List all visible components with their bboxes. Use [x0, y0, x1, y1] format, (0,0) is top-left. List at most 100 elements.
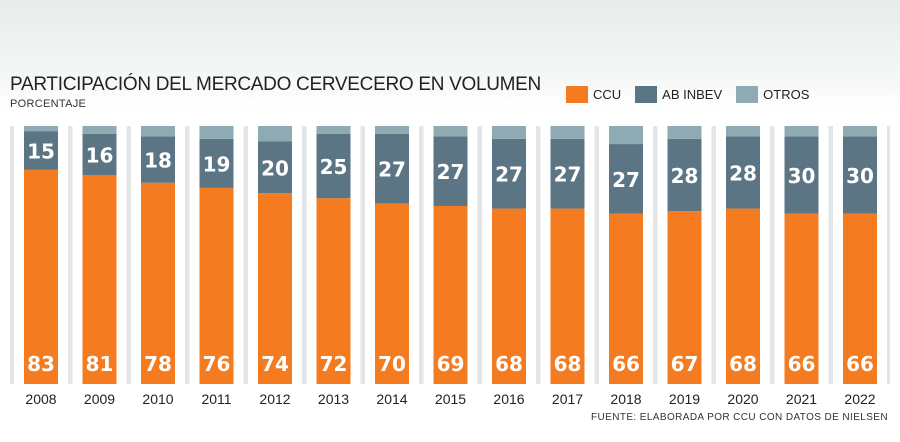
bar-ab-inbev — [199, 138, 234, 188]
data-label-ab-inbev: 15 — [27, 140, 55, 164]
bar-ccu — [726, 208, 760, 384]
data-label-ccu: 69 — [437, 352, 465, 376]
data-label-ab-inbev: 25 — [320, 155, 348, 179]
data-label-ab-inbev: 30 — [788, 164, 816, 188]
bar-ccu — [784, 213, 819, 384]
legend-item-ab-inbev: AB INBEV — [635, 86, 722, 103]
data-label-ab-inbev: 27 — [554, 163, 582, 187]
bar-ab-inbev — [258, 141, 292, 194]
bar-ab-inbev — [492, 138, 526, 209]
data-label-ccu: 68 — [495, 352, 523, 376]
data-label-ab-inbev: 19 — [203, 152, 231, 176]
data-label-ccu: 66 — [788, 352, 816, 376]
legend-swatch-ab-inbev — [635, 86, 658, 103]
data-label-ab-inbev: 27 — [612, 168, 640, 192]
bar-otros — [843, 126, 877, 137]
bar-ccu — [24, 169, 58, 384]
data-label-ccu: 67 — [671, 352, 699, 376]
legend: CCU AB INBEV OTROS — [566, 86, 823, 103]
bar-otros — [550, 126, 585, 139]
chart-subtitle: PORCENTAJE — [10, 98, 87, 110]
x-tick-label: 2010 — [142, 391, 173, 407]
data-label-ab-inbev: 28 — [671, 164, 699, 188]
x-tick-label: 2009 — [84, 391, 115, 407]
x-tick-label: 2017 — [552, 391, 583, 407]
bar-ccu — [141, 182, 175, 384]
bar-ab-inbev — [24, 131, 58, 170]
x-tick-label: 2015 — [435, 391, 466, 407]
x-tick-label: 2008 — [25, 391, 56, 407]
bar-ccu — [667, 211, 702, 384]
legend-label-ab-inbev: AB INBEV — [662, 87, 723, 102]
bar-ccu — [550, 208, 585, 384]
bar-otros — [316, 126, 351, 134]
x-tick-label: 2016 — [493, 391, 524, 407]
x-tick-label: 2018 — [610, 391, 641, 407]
data-label-ccu: 76 — [203, 352, 231, 376]
data-label-ab-inbev: 28 — [729, 161, 757, 185]
data-label-ab-inbev: 20 — [261, 156, 289, 180]
bar-ab-inbev — [316, 133, 351, 199]
data-label-ab-inbev: 27 — [495, 163, 523, 187]
bar-ccu — [492, 208, 526, 384]
data-label-ab-inbev: 27 — [378, 158, 406, 182]
source-note: FUENTE: ELABORADA POR CCU CON DATOS DE N… — [591, 412, 888, 423]
x-tick-label: 2012 — [259, 391, 290, 407]
bar-otros — [82, 126, 117, 134]
bar-otros — [433, 126, 468, 137]
data-label-ccu: 70 — [378, 352, 406, 376]
bar-ccu — [609, 213, 643, 384]
data-label-ab-inbev: 30 — [846, 164, 874, 188]
data-label-ccu: 66 — [846, 352, 874, 376]
bar-otros — [199, 126, 234, 139]
data-label-ccu: 72 — [320, 352, 348, 376]
bar-ab-inbev — [784, 136, 819, 214]
bar-otros — [24, 126, 58, 132]
data-label-ccu: 66 — [612, 352, 640, 376]
data-label-ccu: 68 — [729, 352, 757, 376]
bar-otros — [609, 126, 643, 145]
x-tick-label: 2019 — [669, 391, 700, 407]
x-tick-label: 2022 — [844, 391, 875, 407]
bar-otros — [141, 126, 175, 137]
legend-swatch-ccu — [566, 86, 588, 103]
legend-item-ccu: CCU — [566, 86, 621, 103]
data-label-ab-inbev: 16 — [86, 143, 114, 167]
bar-ab-inbev — [82, 133, 117, 176]
bar-ccu — [258, 193, 292, 384]
bar-otros — [726, 126, 760, 137]
legend-label-ccu: CCU — [593, 87, 622, 102]
x-tick-label: 2021 — [786, 391, 817, 407]
bar-ccu — [199, 187, 234, 384]
data-label-ccu: 81 — [86, 352, 114, 376]
chart-title: PARTICIPACIÓN DEL MERCADO CERVECERO EN V… — [10, 74, 541, 95]
bar-ccu — [375, 203, 409, 384]
legend-swatch-otros — [736, 86, 759, 103]
x-tick-label: 2013 — [318, 391, 349, 407]
data-label-ccu: 78 — [144, 352, 172, 376]
data-label-ab-inbev: 27 — [437, 160, 465, 184]
bar-ccu — [843, 213, 877, 384]
data-label-ccu: 83 — [27, 352, 55, 376]
bar-ab-inbev — [375, 133, 409, 204]
bar-otros — [258, 126, 292, 142]
bar-otros — [492, 126, 526, 139]
legend-label-otros: OTROS — [763, 87, 810, 102]
bar-ab-inbev — [550, 138, 585, 209]
x-tick-label: 2014 — [376, 391, 407, 407]
bar-ccu — [433, 205, 468, 384]
data-label-ccu: 74 — [261, 352, 289, 376]
bar-ccu — [316, 198, 351, 384]
x-tick-label: 2020 — [727, 391, 758, 407]
bar-ab-inbev — [433, 136, 468, 206]
bar-otros — [784, 126, 819, 137]
bar-otros — [375, 126, 409, 134]
x-tick-label: 2011 — [201, 391, 231, 407]
bar-ccu — [82, 175, 117, 384]
data-label-ccu: 68 — [554, 352, 582, 376]
bar-otros — [667, 126, 702, 139]
bar-ab-inbev — [726, 136, 760, 209]
bar-ab-inbev — [667, 138, 702, 212]
bar-ab-inbev — [141, 136, 175, 183]
